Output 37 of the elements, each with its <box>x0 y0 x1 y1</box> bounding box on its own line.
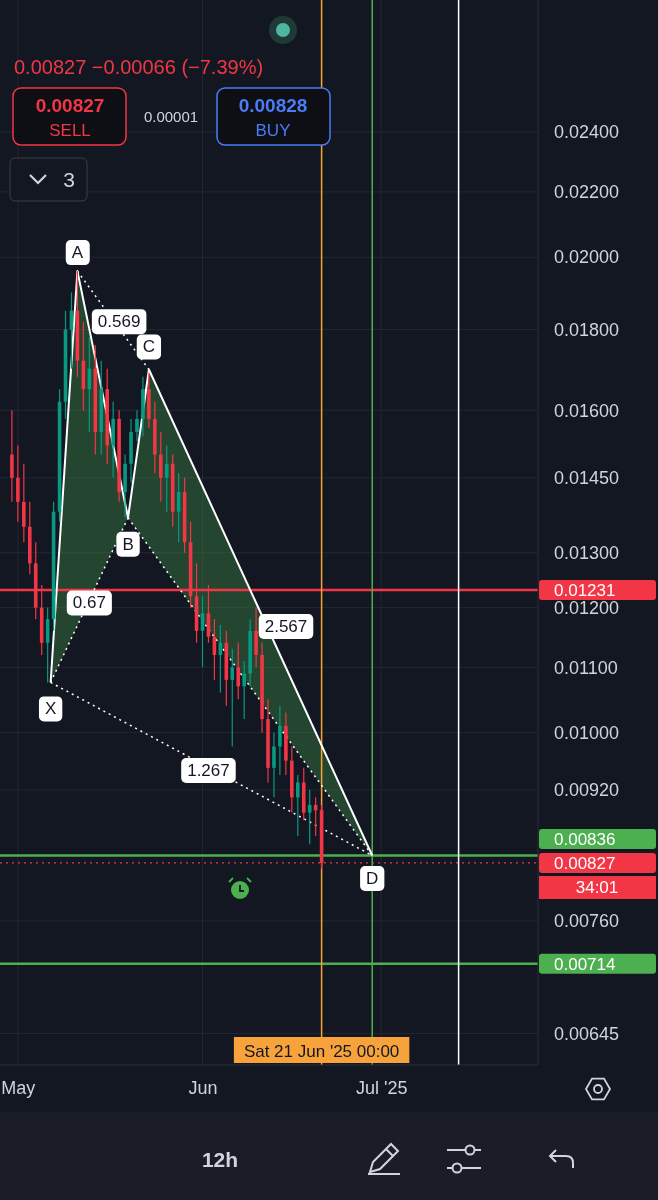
y-tick-label: 0.02400 <box>554 122 620 143</box>
annotation: 3 <box>63 168 75 191</box>
annotation: 0.569 <box>97 312 141 332</box>
annotation: 0.00827 <box>35 95 105 116</box>
text: 34:01 <box>575 878 619 897</box>
y-tick-label: 0.00920 <box>554 780 620 801</box>
annotation: SELL <box>49 121 91 140</box>
annotation: 2.567 <box>264 617 308 636</box>
y-tick-label: 0.02200 <box>554 182 620 203</box>
y-tick-label: 0.00645 <box>554 1023 620 1044</box>
annotation: X <box>44 699 57 719</box>
y-tick-label: 0.01450 <box>554 468 620 489</box>
y-tick-label: 0.02000 <box>554 247 620 268</box>
x-tick-label: Jul '25 <box>355 1077 408 1098</box>
annotation: 0.00828 <box>238 95 308 116</box>
y-tick-label: 0.01300 <box>554 542 620 563</box>
ref-line-label: 0.00827 <box>554 853 616 873</box>
y-tick-label: 0.01000 <box>554 722 620 743</box>
ref-line-label: Sat 21 Jun '25 00:00 <box>243 1042 400 1061</box>
annotation: D <box>366 869 379 889</box>
x-tick-label: May <box>1 1077 36 1098</box>
y-tick-label: 0.00760 <box>554 911 620 932</box>
annotation: 0.00001 <box>143 108 199 125</box>
x-tick-label: Jun <box>188 1077 218 1098</box>
annotation: B <box>122 534 134 554</box>
annotation: A <box>71 243 84 263</box>
y-tick-label: 0.01800 <box>554 319 620 340</box>
y-tick-label: 0.01100 <box>554 657 618 678</box>
annotation: C <box>142 337 156 357</box>
annotation: 0.67 <box>72 593 106 613</box>
annotation: 1.267 <box>187 761 230 781</box>
ref-line-label: 0.00714 <box>554 954 616 974</box>
text: 12h <box>201 1148 239 1171</box>
annotation: BUY <box>255 121 291 140</box>
text: 0.00827 −0.00066 (−7.39%) <box>14 56 264 78</box>
ref-line-label: 0.00836 <box>554 829 616 849</box>
y-tick-label: 0.01600 <box>554 400 620 421</box>
